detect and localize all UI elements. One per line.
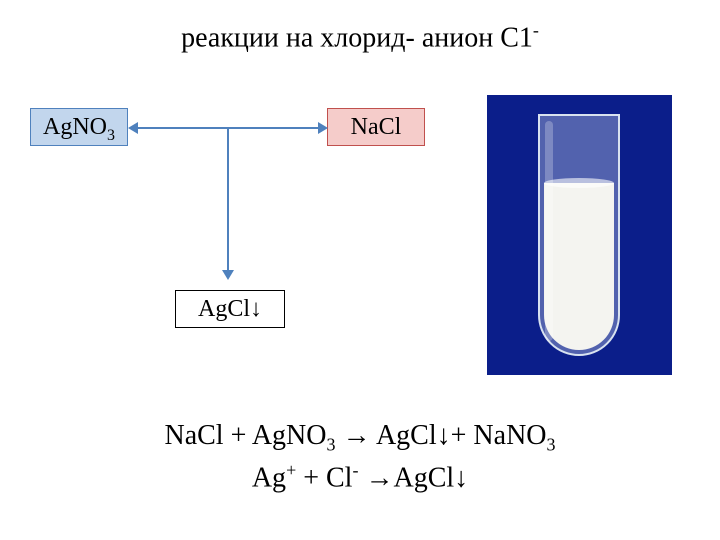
reagent-box-nacl: NaCl bbox=[327, 108, 425, 146]
slide-root: реакции на хлорид- анион С1- AgNO3 NaCl … bbox=[0, 0, 720, 540]
product-box-agcl: AgCl↓ bbox=[175, 290, 285, 328]
reagent-box-agno3: AgNO3 bbox=[30, 108, 128, 146]
equation-molecular: NaCl + AgNO3 → AgCl↓+ NaNO3 bbox=[0, 420, 720, 456]
flow-lines bbox=[128, 122, 328, 280]
test-tube-photo bbox=[487, 95, 672, 375]
slide-title: реакции на хлорид- анион С1- bbox=[0, 20, 720, 54]
equation-ionic: Ag+ + Cl- →AgCl↓ bbox=[0, 460, 720, 494]
flow-connector bbox=[128, 118, 328, 290]
